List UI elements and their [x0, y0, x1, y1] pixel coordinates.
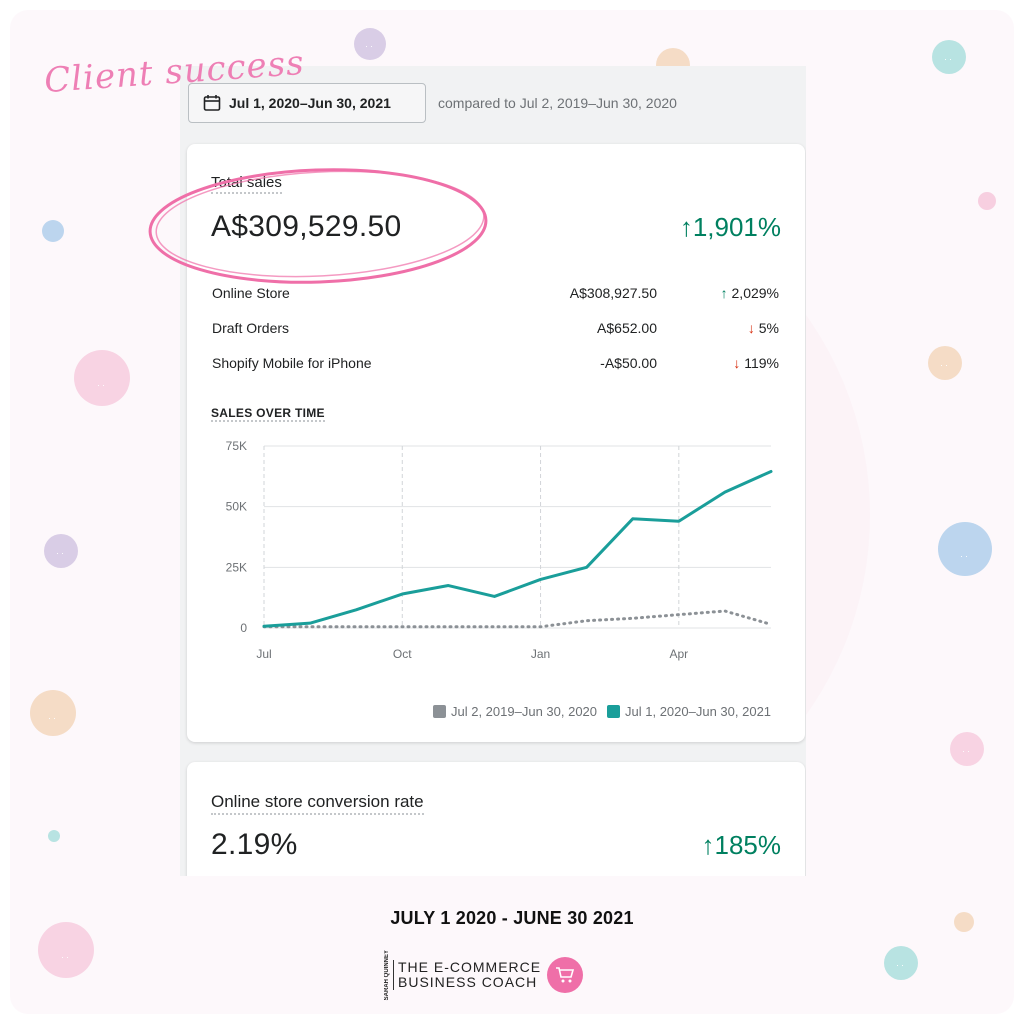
row-value-shopify-mobile: -A$50.00 [600, 355, 657, 371]
arrow-up-icon: ↑ [679, 212, 693, 242]
series-line-current [262, 469, 773, 628]
row-label-online-store: Online Store [212, 285, 290, 301]
brand-line-2: BUSINESS COACH [398, 974, 538, 991]
row-label-draft-orders: Draft Orders [212, 320, 290, 336]
decor-dot-lavender: ·· [354, 28, 386, 60]
decor-dot-pink-large: ·· [74, 350, 130, 406]
x-tick-label: Jan [531, 647, 550, 661]
date-range-button[interactable]: Jul 1, 2020–Jun 30, 2021 [188, 83, 426, 123]
conversion-rate-card: Online store conversion rate 2.19% ↑185% [187, 762, 805, 876]
decor-dot-pink-bottom: ·· [38, 922, 94, 978]
comparison-text: compared to Jul 2, 2019–Jun 30, 2020 [438, 95, 677, 111]
row-change-shopify-mobile: ↓ 119% [733, 355, 779, 371]
decor-dot-peach-left: ·· [30, 690, 76, 736]
total-sales-value: A$309,529.50 [211, 210, 402, 243]
sales-over-time-title[interactable]: SALES OVER TIME [211, 406, 325, 422]
legend-swatch-previous [433, 705, 446, 718]
row-value-draft-orders: A$652.00 [597, 320, 657, 336]
legend-swatch-current [607, 705, 621, 718]
legend-item-previous[interactable]: Jul 2, 2019–Jun 30, 2020 [433, 704, 597, 719]
x-tick-label: Jul [256, 647, 271, 661]
legend-label-previous: Jul 2, 2019–Jun 30, 2020 [451, 704, 598, 719]
arrow-up-icon: ↑ [720, 285, 732, 301]
brand-logo: SARAH QUINNEY THE E-COMMERCE BUSINESS CO… [384, 950, 584, 1001]
x-tick-label: Apr [669, 647, 688, 661]
total-sales-change: ↑1,901% [680, 212, 781, 243]
decor-dot-teal: ·· [932, 40, 966, 74]
brand-line-1: THE E-COMMERCE [398, 959, 542, 976]
row-value-online-store: A$308,927.50 [569, 285, 657, 301]
row-label-shopify-mobile: Shopify Mobile for iPhone [212, 355, 372, 371]
conversion-rate-label[interactable]: Online store conversion rate [211, 792, 424, 815]
conversion-rate-change: ↑185% [702, 830, 782, 861]
decor-dot-blue-small [42, 220, 64, 242]
sales-over-time-chart: 75K 50K 25K 0 Jul Oct Jan Apr [226, 439, 773, 661]
legend-label-current: Jul 1, 2020–Jun 30, 2021 [625, 704, 772, 719]
legend-item-current[interactable]: Jul 1, 2020–Jun 30, 2021 [607, 704, 771, 719]
total-sales-change-value: 1,901% [692, 212, 781, 242]
y-tick-label: 0 [240, 621, 247, 635]
total-sales-card: Total sales A$309,529.50 ↑1,901% Online … [187, 144, 805, 742]
conversion-rate-value: 2.19% [211, 828, 298, 861]
decor-dot-pink-right: ·· [950, 732, 984, 766]
series-line-previous [262, 609, 773, 629]
brand-text: THE E-COMMERCE BUSINESS COACH [398, 960, 541, 990]
analytics-panel: Jul 1, 2020–Jun 30, 2021 compared to Jul… [180, 66, 806, 876]
conversion-rate-change-value: 185% [714, 830, 782, 860]
row-change-draft-orders: ↓ 5% [747, 320, 779, 336]
calendar-icon [203, 95, 221, 111]
arrow-up-icon: ↑ [701, 830, 715, 860]
highlight-ellipse [148, 168, 488, 284]
arrow-down-icon: ↓ [747, 320, 759, 336]
brand-side-text: SARAH QUINNEY [384, 950, 390, 1001]
decor-dot-blue-large: ·· [938, 522, 992, 576]
y-tick-label: 75K [226, 439, 247, 453]
decor-dot-teal-tiny [48, 830, 60, 842]
footer-date: JULY 1 2020 - JUNE 30 2021 [390, 908, 634, 928]
decor-dot-lavender-left: ·· [44, 534, 78, 568]
y-tick-label: 50K [226, 500, 247, 514]
y-tick-label: 25K [226, 560, 247, 574]
chart-legend: Jul 2, 2019–Jun 30, 2020 Jul 1, 2020–Jun… [433, 704, 781, 719]
decor-dot-peach-tiny [954, 912, 974, 932]
decor-dot-peach-mid: ·· [928, 346, 962, 380]
decor-dot-pink-small [978, 192, 996, 210]
row-change-online-store: ↑ 2,029% [720, 285, 779, 301]
arrow-down-icon: ↓ [733, 355, 745, 371]
brand-divider [393, 960, 394, 991]
cart-icon [547, 957, 584, 994]
x-tick-label: Oct [393, 647, 412, 661]
date-range-label: Jul 1, 2020–Jun 30, 2021 [229, 95, 391, 111]
decor-dot-teal-bottom: ·· [884, 946, 918, 980]
